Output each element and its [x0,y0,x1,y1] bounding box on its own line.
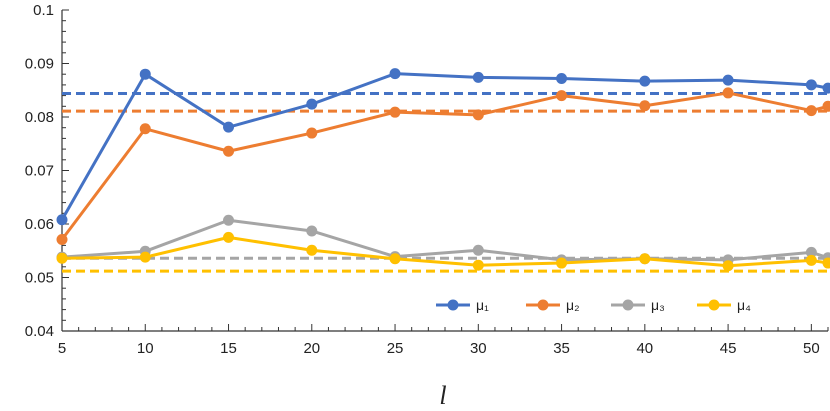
legend-label-3: μ₃ [651,297,665,313]
x-axis-title: l [439,381,446,410]
series-4-point [639,253,651,265]
x-tick-label: 50 [803,340,820,357]
legend-swatch-marker-3 [622,299,634,311]
series-3-point [805,246,817,258]
series-4-point [805,254,817,266]
series-1-point [822,82,830,94]
legend-label-2: μ₂ [566,297,580,313]
series-1-point [805,79,817,91]
y-tick-label: 0.07 [25,163,54,180]
series-1-point [139,68,151,80]
series-4-point [556,257,568,269]
series-1-point [722,74,734,86]
series-1-point [56,214,68,226]
series-2-point [472,109,484,121]
series-1-point [306,98,318,110]
reference-lines [62,91,828,273]
series-1-point [556,72,568,84]
series-2-point [639,100,651,112]
series-2-point [822,100,830,112]
series-3-point [472,244,484,256]
series-2-point [805,105,817,117]
y-tick-label: 0.05 [25,270,54,287]
series-1-point [223,121,235,133]
legend-label-1: μ₁ [476,297,489,313]
series-3-point [223,214,235,226]
series-2-point [223,145,235,157]
series-4-point [306,244,318,256]
series-2-point [722,87,734,99]
series-4-point [389,253,401,265]
x-tick-label: 45 [720,340,737,357]
series-4-point [139,251,151,263]
x-tick-label: 15 [220,340,237,357]
series-3-point [306,225,318,237]
y-tick-label: 0.09 [25,56,54,73]
y-tick-label: 0.06 [25,216,54,233]
x-tick-label: 35 [553,340,570,357]
series-line-2 [60,91,829,241]
series-2-point [556,90,568,102]
series-2-point [306,127,318,139]
x-tick-label: 25 [387,340,404,357]
series-2-point [389,106,401,118]
y-tick-label: 0.04 [25,323,54,340]
x-tick-label: 30 [470,340,487,357]
series-4-point [56,252,68,264]
x-tick-label: 5 [58,340,66,357]
x-tick-label: 20 [303,340,320,357]
series-2-point [56,234,68,246]
series-4-point [223,231,235,243]
x-tick-label: 40 [636,340,653,357]
legend-swatch-marker-1 [447,299,459,311]
series-line-3 [61,218,829,262]
legend: μ₁ μ₂ μ₃ μ₄ [436,297,751,313]
series-2-point [139,123,151,135]
series-4-point [472,259,484,271]
series-1-point [639,75,651,87]
legend-swatch-marker-2 [537,299,549,311]
series-4-point [722,260,734,272]
legend-label-4: μ₄ [737,297,751,313]
series-lines [56,68,830,272]
x-tick-label: 10 [137,340,154,357]
y-tick-label: 0.1 [33,2,54,19]
series-1-point [472,71,484,83]
legend-swatch-marker-4 [708,299,720,311]
y-tick-label: 0.08 [25,109,54,126]
series-1-point [389,68,401,80]
axes: 0.04 0.05 0.06 0.07 0.08 0.09 0.1 5 10 15 20 25 30 35… [25,2,829,357]
series-4-point [822,257,830,269]
